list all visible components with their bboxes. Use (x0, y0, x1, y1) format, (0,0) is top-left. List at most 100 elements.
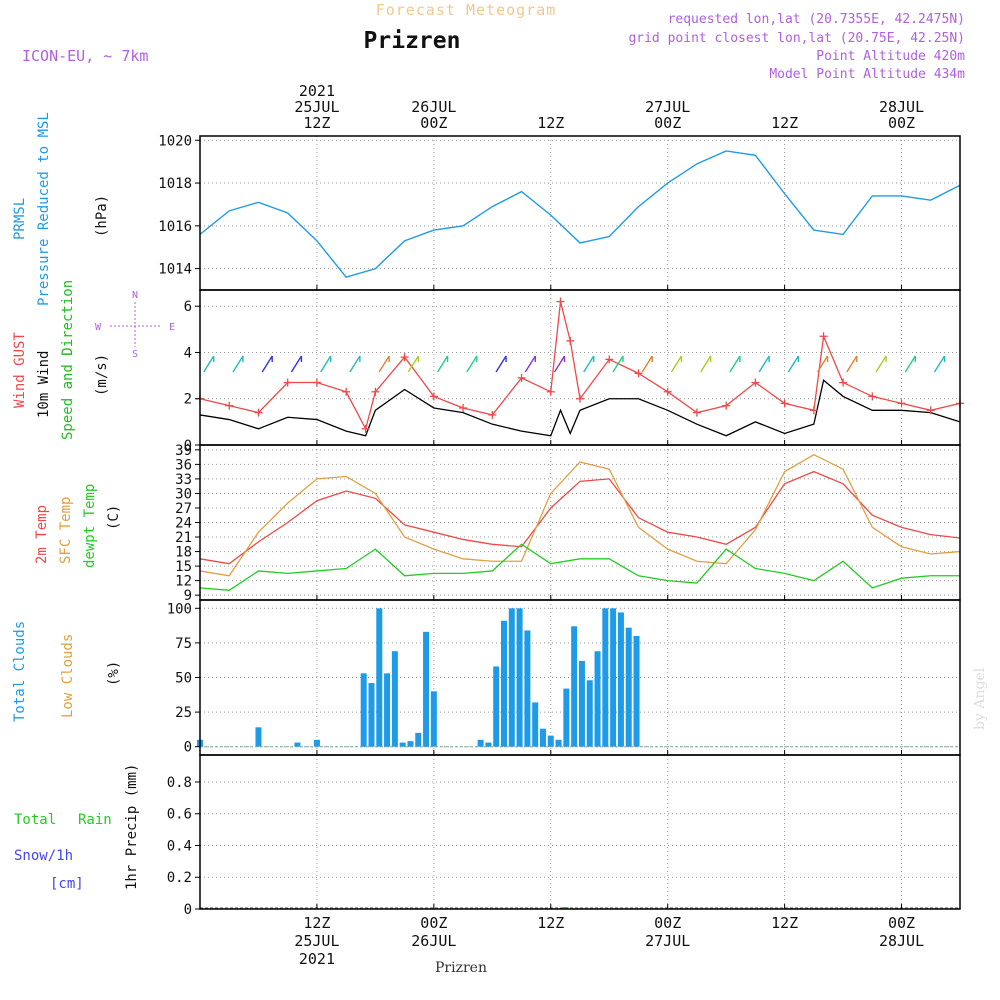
cloud-bar (313, 739, 320, 747)
time-label-bottom: 26JUL (411, 932, 456, 950)
compass-s: S (132, 349, 138, 360)
direction-arrow (232, 355, 244, 373)
sfc-temp-line (199, 453, 961, 577)
direction-arrow (612, 355, 624, 373)
y-tick-label: 18 (175, 545, 192, 561)
cloud-bar (423, 631, 430, 747)
direction-arrow (553, 355, 566, 373)
direction-arrow (524, 355, 536, 373)
snow-unit: [cm] (50, 876, 84, 892)
time-label-bottom: 12Z (771, 914, 798, 932)
time-label-top: 00Z (654, 114, 681, 132)
y-tick-label: 39 (175, 443, 192, 459)
time-label-top: 2021 (299, 82, 335, 100)
cloud-bar (625, 627, 632, 747)
y-tick-label: 24 (175, 516, 192, 532)
time-label-bottom: 00Z (888, 914, 915, 932)
y-tick-label: 0 (184, 902, 192, 918)
y-tick-label: 15 (175, 559, 192, 575)
cloud-bar (391, 651, 398, 747)
compass-e: E (169, 322, 175, 333)
direction-arrow (378, 355, 390, 373)
cloud-bar (571, 626, 578, 747)
panel-frame (199, 754, 961, 910)
direction-arrow (349, 355, 361, 373)
y-tick-label: 2 (184, 392, 192, 408)
total-clouds-label: Total Clouds (12, 621, 28, 722)
dewpt-line (199, 543, 960, 591)
direction-arrow (583, 355, 595, 373)
dewpt-label: dewpt Temp (82, 484, 98, 568)
time-label-bottom: 00Z (420, 914, 447, 932)
panel-frames (199, 135, 961, 910)
y-tick-label: 1014 (158, 262, 192, 278)
location-title: Prizren (364, 28, 461, 54)
direction-arrow (933, 355, 946, 373)
time-label-bottom: 2021 (299, 950, 335, 968)
cloud-bar (547, 735, 554, 747)
grid-point-coords: grid point closest lon,lat (20.75E, 42.2… (628, 31, 965, 46)
y-tick-label: 1020 (158, 133, 192, 149)
direction-arrow (816, 355, 829, 373)
y-tick-label: 0.8 (167, 775, 192, 791)
y-tick-label: 4 (184, 345, 192, 361)
model-label: ICON-EU, ~ 7km (22, 47, 148, 65)
low-clouds-label: Low Clouds (60, 634, 76, 718)
direction-arrow (436, 355, 449, 373)
cloud-bar (376, 608, 383, 747)
compass-rose: N S W E (95, 290, 175, 360)
pressure-unit: (hPa) (94, 195, 110, 237)
clouds-unit: (%) (106, 661, 122, 686)
y-tick-label: 21 (175, 530, 192, 546)
panel-frame (199, 135, 961, 291)
cloud-bar (399, 742, 406, 747)
compass-n: N (132, 290, 138, 301)
y-tick-label: 75 (175, 636, 192, 652)
time-label-bottom: 12Z (303, 914, 330, 932)
time-label-bottom: 27JUL (645, 932, 690, 950)
y-tick-label: 0 (184, 740, 192, 756)
cloud-bar (508, 608, 515, 747)
temp2m-label: 2m Temp (34, 505, 50, 564)
y-tick-label: 12 (175, 574, 192, 590)
y-tick-label: 27 (175, 501, 192, 517)
cloud-bar (578, 660, 585, 747)
data-layer (196, 150, 964, 909)
time-label-bottom: 28JUL (879, 932, 924, 950)
cloud-bar (586, 680, 593, 747)
direction-arrow (670, 355, 683, 373)
cloud-bar (493, 666, 500, 747)
direction-arrow (641, 355, 653, 373)
y-tick-label: 30 (175, 486, 192, 502)
y-tick-label: 25 (175, 705, 192, 721)
y-tick-label: 1018 (158, 176, 192, 192)
time-label-top: 25JUL (294, 98, 339, 116)
temp-unit: (C) (106, 505, 122, 530)
direction-arrow (407, 355, 419, 373)
time-label-top: 12Z (303, 114, 330, 132)
cloud-bar (501, 620, 507, 747)
pressure-label-1: PRMSL (12, 198, 28, 240)
cloud-bar (360, 673, 367, 747)
total-label: Total (14, 812, 56, 828)
direction-arrow (466, 355, 478, 373)
direction-arrow (290, 355, 303, 373)
cloud-bar (415, 732, 422, 747)
cloud-bar (524, 630, 531, 747)
cloud-bar (477, 739, 484, 747)
time-label-top: 26JUL (411, 98, 456, 116)
y-tick-label: 33 (175, 472, 192, 488)
gridlines (200, 136, 960, 910)
cloud-bar (539, 728, 546, 747)
direction-arrow (758, 355, 770, 373)
cloud-bar (594, 651, 601, 747)
direction-arrow (320, 355, 332, 373)
point-altitude: Point Altitude 420m (816, 49, 965, 64)
temp2m-line (199, 470, 961, 565)
direction-arrow (729, 355, 741, 373)
y-tick-label: 0.6 (167, 807, 192, 823)
y-tick-label: 9 (184, 588, 192, 604)
time-label-top: 00Z (888, 114, 915, 132)
compass-w: W (95, 322, 102, 333)
